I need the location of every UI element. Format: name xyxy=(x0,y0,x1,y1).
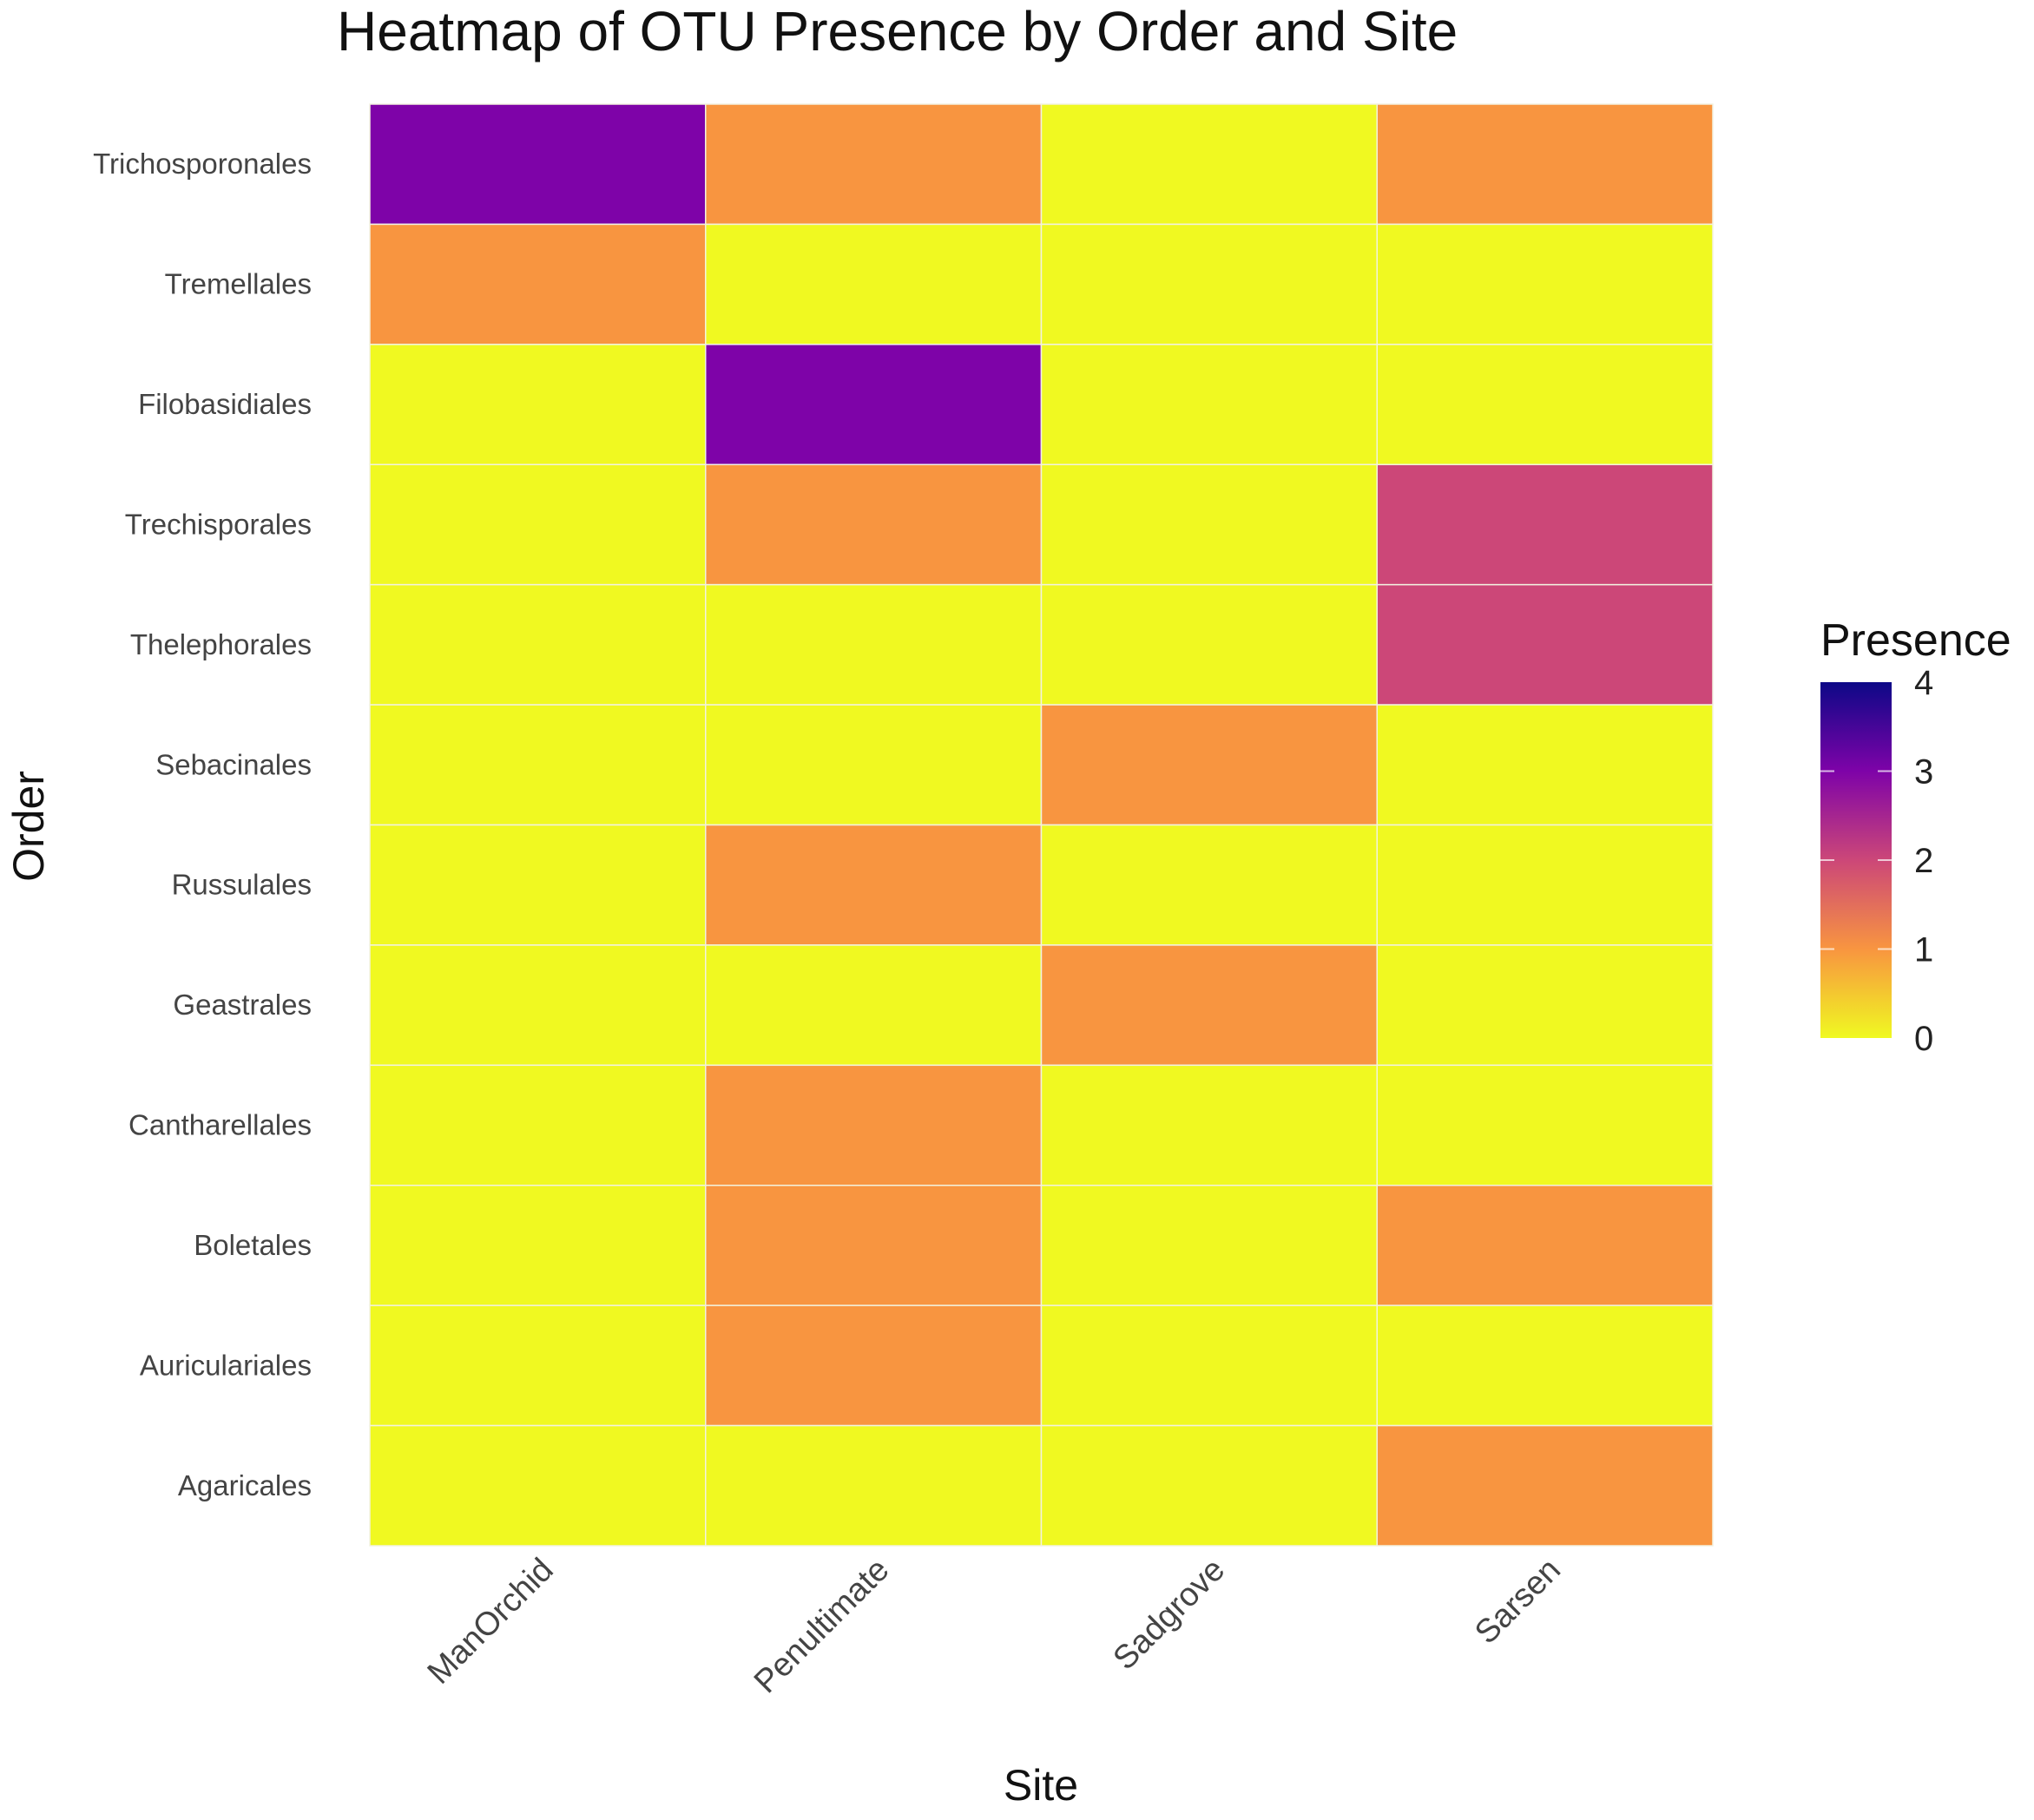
legend-tick-label: 4 xyxy=(1914,664,1933,702)
heatmap-cell xyxy=(1376,1424,1714,1547)
heatmap-cell xyxy=(369,223,707,345)
x-tick-label: Sadgrove xyxy=(1107,1552,1233,1678)
heatmap-cell xyxy=(1040,824,1378,946)
heatmap-cell xyxy=(705,944,1043,1067)
heatmap-cell xyxy=(369,1304,707,1427)
heatmap-cell xyxy=(1040,583,1378,706)
x-tick-label: Penultimate xyxy=(747,1552,897,1701)
heatmap-cell xyxy=(369,1185,707,1306)
heatmap-cell xyxy=(1040,944,1378,1067)
heatmap-cell xyxy=(1040,463,1378,586)
y-tick-label: Agaricales xyxy=(178,1469,312,1501)
heatmap-cell xyxy=(1376,944,1714,1067)
legend-tick-label: 2 xyxy=(1914,842,1933,880)
heatmap-cell xyxy=(705,583,1043,706)
y-tick-label: Boletales xyxy=(194,1229,312,1261)
y-tick-label: Geastrales xyxy=(173,989,312,1021)
heatmap-cell xyxy=(1040,1064,1378,1186)
heatmap-cell xyxy=(705,103,1043,226)
heatmap-cell xyxy=(705,223,1043,345)
heatmap-cell xyxy=(1040,704,1378,826)
y-tick-label: Russulales xyxy=(172,869,312,901)
heatmap-cell xyxy=(1376,824,1714,946)
legend: Presence 0 1 2 3 4 xyxy=(1820,615,2011,1058)
legend-tick-label: 0 xyxy=(1914,1020,1933,1058)
heatmap-cell xyxy=(369,583,707,706)
heatmap-cell xyxy=(1040,344,1378,466)
y-tick-labels: Trichosporonales Tremellales Filobasidiale… xyxy=(93,148,312,1501)
heatmap-cell xyxy=(369,1064,707,1186)
y-tick-label: Filobasidiales xyxy=(138,388,312,420)
legend-title: Presence xyxy=(1820,615,2011,666)
heatmap-cell xyxy=(1040,1304,1378,1427)
heatmap-cell xyxy=(369,103,707,226)
y-tick-label: Trechisporales xyxy=(125,508,312,540)
heatmap-cell xyxy=(705,1064,1043,1186)
heatmap-cells xyxy=(369,103,1714,1547)
heatmap-cell xyxy=(1376,583,1714,706)
heatmap-cell xyxy=(369,344,707,466)
heatmap-cell xyxy=(369,824,707,946)
y-tick-label: Tremellales xyxy=(165,268,312,300)
legend-ticks: 0 1 2 3 4 xyxy=(1820,664,1933,1058)
heatmap-cell xyxy=(1376,223,1714,345)
legend-tick-label: 1 xyxy=(1914,931,1933,969)
heatmap-cell xyxy=(1376,704,1714,826)
heatmap-cell xyxy=(1376,103,1714,226)
heatmap-cell xyxy=(705,1424,1043,1547)
x-tick-label: Sarsen xyxy=(1468,1552,1568,1652)
heatmap-cell xyxy=(705,344,1043,466)
heatmap-cell xyxy=(369,1424,707,1547)
chart-title: Heatmap of OTU Presence by Order and Sit… xyxy=(337,0,1458,62)
heatmap-cell xyxy=(705,463,1043,586)
heatmap-cell xyxy=(1040,1185,1378,1306)
heatmap-cell xyxy=(705,824,1043,946)
heatmap-cell xyxy=(1376,1064,1714,1186)
heatmap-cell xyxy=(1376,1304,1714,1427)
heatmap-cell xyxy=(705,1185,1043,1306)
heatmap-cell xyxy=(369,463,707,586)
heatmap-cell xyxy=(1376,463,1714,586)
heatmap-cell xyxy=(1376,344,1714,466)
heatmap-cell xyxy=(1040,1424,1378,1547)
heatmap-cell xyxy=(1040,103,1378,226)
heatmap-cell xyxy=(369,704,707,826)
y-axis-title: Order xyxy=(4,771,53,882)
heatmap-cell xyxy=(705,704,1043,826)
y-tick-label: Thelephorales xyxy=(130,628,312,660)
y-tick-label: Auriculariales xyxy=(140,1349,312,1381)
legend-tick-label: 3 xyxy=(1914,753,1933,792)
x-tick-labels: ManOrchid Penultimate Sadgrove Sarsen xyxy=(421,1552,1568,1701)
x-tick-label: ManOrchid xyxy=(421,1552,561,1692)
heatmap-cell xyxy=(1040,223,1378,345)
x-axis-title: Site xyxy=(1004,1761,1078,1810)
heatmap-cell xyxy=(1376,1185,1714,1306)
y-tick-label: Cantharellales xyxy=(128,1109,312,1141)
heatmap-cell xyxy=(705,1304,1043,1427)
y-tick-label: Trichosporonales xyxy=(93,148,312,180)
y-tick-label: Sebacinales xyxy=(155,748,312,780)
heatmap-cell xyxy=(369,944,707,1067)
